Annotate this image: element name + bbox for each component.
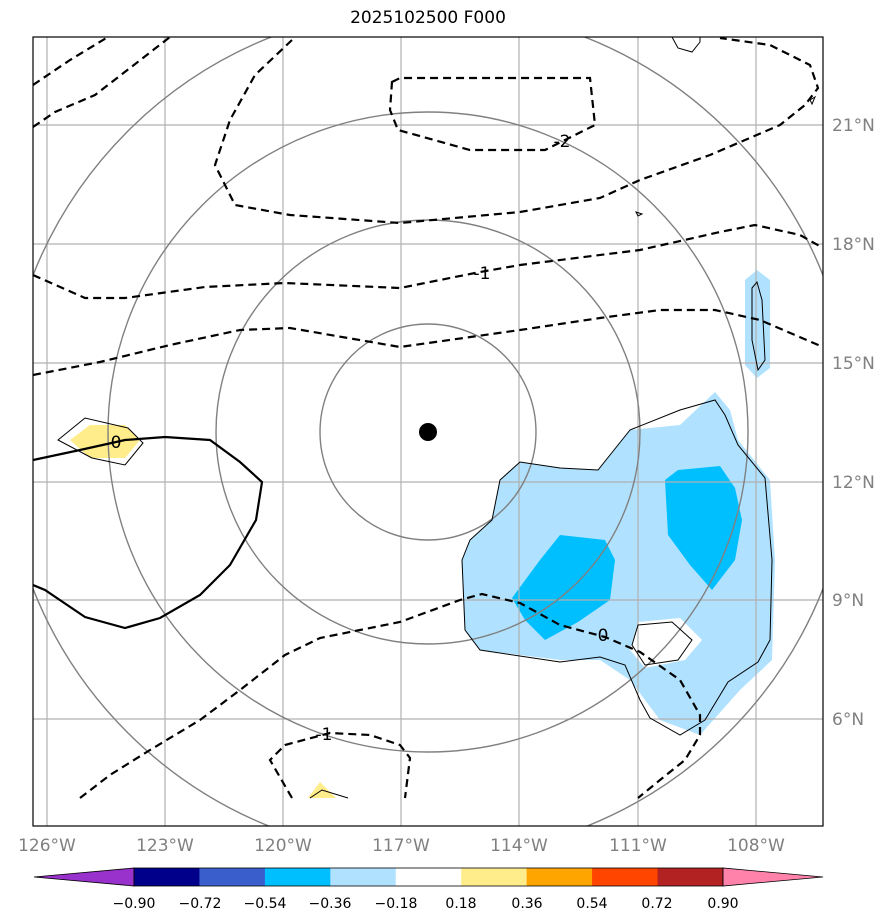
colorbar xyxy=(33,867,824,887)
lon-label: 114°W xyxy=(490,836,548,856)
colorbar-tick-label: 0.54 xyxy=(576,896,607,912)
lat-label: 9°N xyxy=(832,591,864,611)
contour-label: 0 xyxy=(598,626,609,646)
longitude-labels: 126°W 123°W 120°W 117°W 114°W 111°W 108°… xyxy=(18,836,785,856)
lat-label: 15°N xyxy=(832,354,875,374)
colorbar-tick-label: 0.18 xyxy=(445,896,476,912)
map-title: 2025102500 F000 xyxy=(350,8,506,28)
lat-label: 12°N xyxy=(832,473,875,493)
colorbar-bin xyxy=(592,868,659,886)
lon-label: 123°W xyxy=(136,836,194,856)
colorbar-bin xyxy=(395,868,462,886)
lon-label: 126°W xyxy=(18,836,76,856)
lat-label: 18°N xyxy=(832,235,875,255)
thin-contours xyxy=(57,37,817,799)
shading-white-hole xyxy=(630,618,702,668)
colorbar-tick-label: 0.72 xyxy=(641,896,672,912)
colorbar-tick-label: 0.36 xyxy=(511,896,542,912)
shading-light-yellow xyxy=(70,425,336,798)
colorbar-tick-label: −0.54 xyxy=(244,896,287,912)
colorbar-outline xyxy=(133,867,724,887)
colorbar-tick-label: −0.72 xyxy=(179,896,222,912)
lon-label: 120°W xyxy=(254,836,312,856)
colorbar-bin xyxy=(134,868,200,886)
colorbar-tick-label: −0.90 xyxy=(113,896,156,912)
colorbar-tick-labels: −0.90 −0.72 −0.54 −0.36 −0.18 0.18 0.36 … xyxy=(113,896,739,912)
range-rings xyxy=(33,37,823,826)
colorbar-extend-max xyxy=(722,867,824,887)
graticule xyxy=(33,37,823,826)
contour-label: -2 xyxy=(554,132,571,152)
colorbar-bin xyxy=(264,868,331,886)
colorbar-tick-label: −0.36 xyxy=(309,896,352,912)
map-frame xyxy=(32,36,824,827)
colorbar-bin xyxy=(199,868,266,886)
storm-center-marker xyxy=(419,423,437,441)
latitude-labels: 21°N 18°N 15°N 12°N 9°N 6°N xyxy=(832,116,875,730)
colorbar-extend-min xyxy=(33,867,135,887)
contour-label: 0 xyxy=(111,433,122,453)
colorbar-bin xyxy=(461,868,528,886)
lon-label: 117°W xyxy=(372,836,430,856)
lon-label: 108°W xyxy=(727,836,785,856)
contour-labels: -2 -1 -1 0 0 xyxy=(111,132,609,745)
lat-label: 6°N xyxy=(832,710,864,730)
contour-label: -1 xyxy=(474,264,491,284)
solid-contour xyxy=(33,435,264,630)
lon-label: 111°W xyxy=(609,836,667,856)
colorbar-tick-label: 0.90 xyxy=(707,896,738,912)
lat-label: 21°N xyxy=(832,116,875,136)
colorbar-bin xyxy=(657,868,724,886)
colorbar-bin xyxy=(526,868,593,886)
dashed-contours xyxy=(33,37,823,799)
contour-label: -1 xyxy=(316,725,333,745)
colorbar-tick-label: −0.18 xyxy=(375,896,418,912)
colorbar-bin xyxy=(330,868,397,886)
